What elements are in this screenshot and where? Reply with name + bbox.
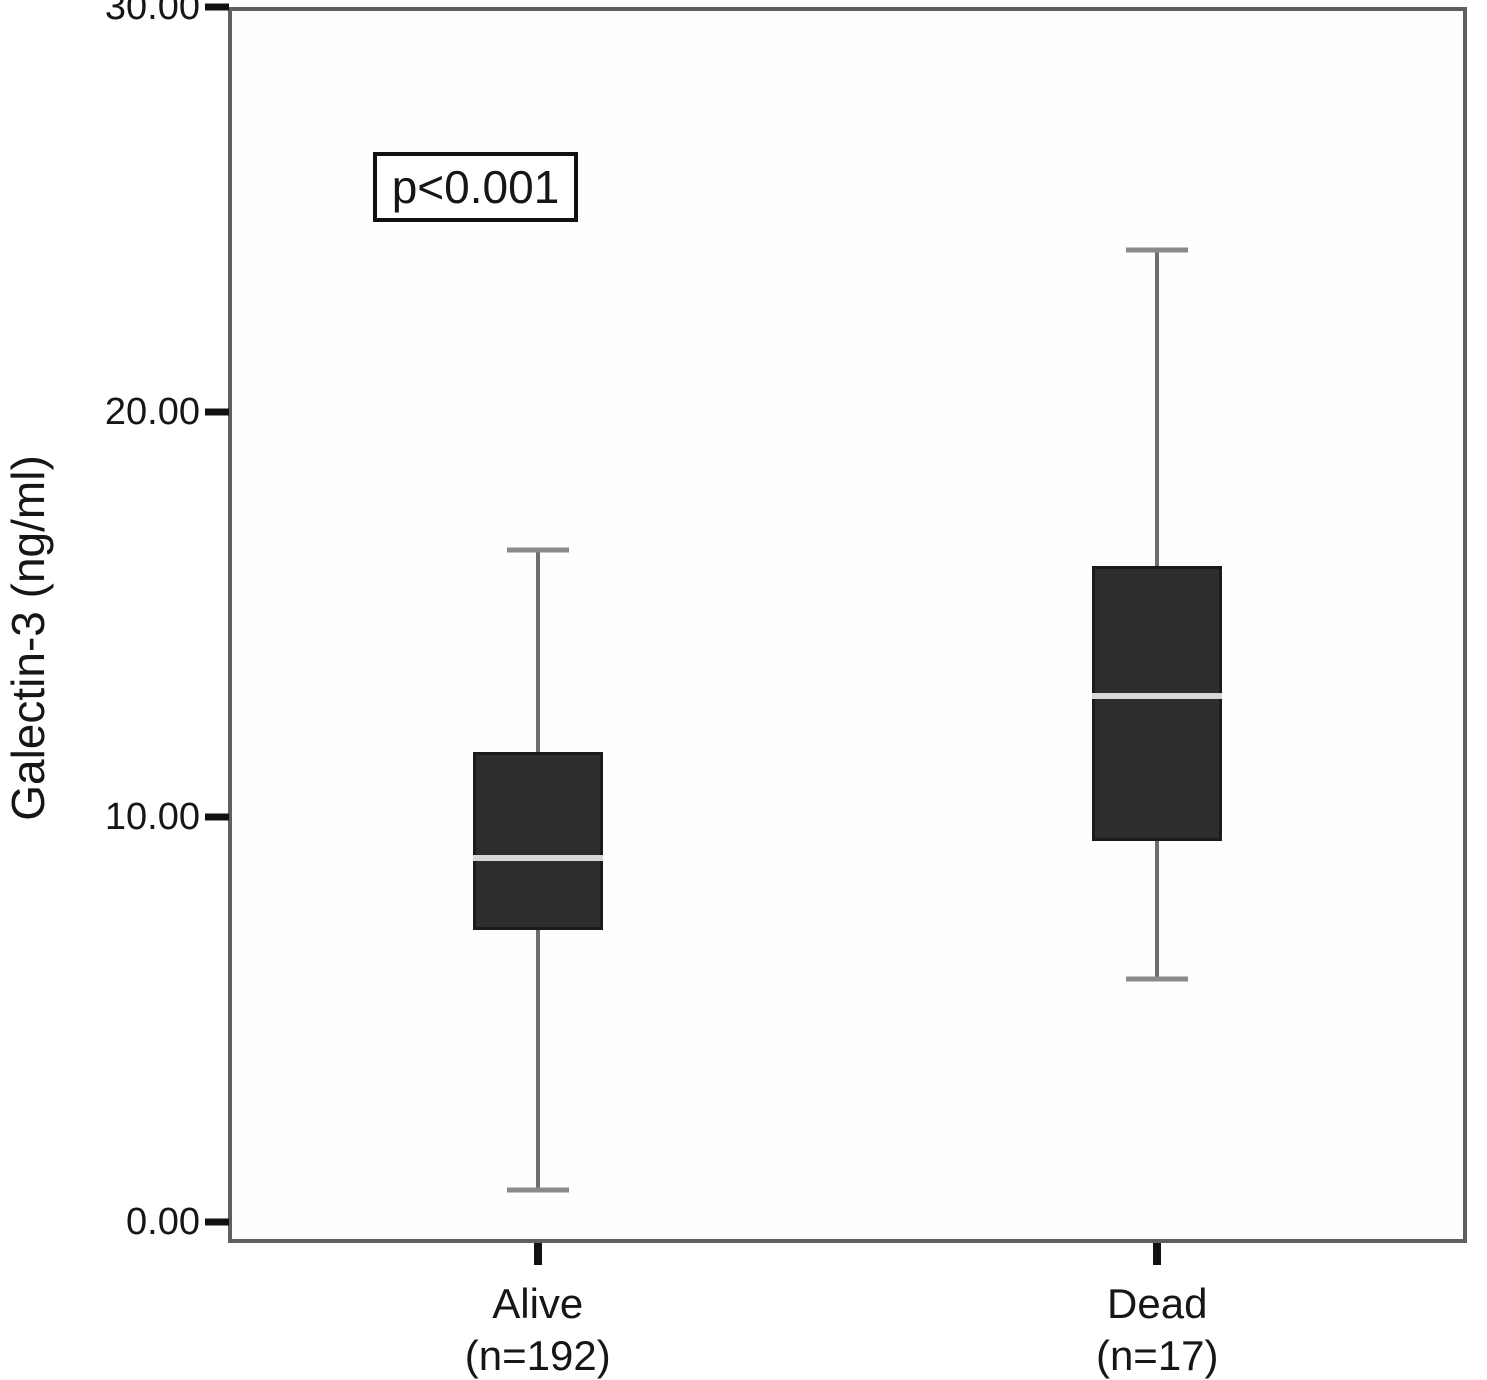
- category-count: (n=192): [464, 1332, 611, 1379]
- y-axis-tick-mark: [205, 813, 229, 821]
- lower-whisker-cap: [506, 1187, 569, 1193]
- y-axis-tick-label: 0.00: [126, 1201, 200, 1243]
- iqr-box-alive: [472, 752, 603, 931]
- y-axis-tick-mark: [205, 408, 229, 416]
- lower-whisker-cap: [1126, 976, 1189, 982]
- p-value-annotation-box: p<0.001: [373, 152, 578, 222]
- p-value-label: p<0.001: [391, 161, 560, 213]
- category-count: (n=17): [1095, 1332, 1219, 1379]
- y-axis-tick-mark: [205, 1218, 229, 1226]
- y-axis-tick-mark: [205, 3, 229, 11]
- x-axis-tick-mark: [1153, 1243, 1162, 1265]
- upper-whisker-cap: [1126, 247, 1189, 253]
- median-line-dead: [1092, 692, 1223, 699]
- y-axis-tick-label: 10.00: [104, 796, 200, 838]
- category-label-dead: Dead (n=17): [977, 1278, 1337, 1380]
- median-line-alive: [472, 854, 603, 861]
- category-name: Alive: [492, 1280, 584, 1327]
- upper-whisker-cap: [506, 547, 569, 553]
- y-axis-tick-label: 20.00: [104, 391, 200, 433]
- x-axis-tick-mark: [533, 1243, 542, 1265]
- y-axis-title: Galectin-3 (ng/ml): [2, 455, 54, 821]
- upper-whisker-stem: [1155, 250, 1160, 566]
- category-label-alive: Alive (n=192): [358, 1278, 718, 1380]
- lower-whisker-stem: [535, 930, 540, 1190]
- lower-whisker-stem: [1155, 841, 1160, 979]
- upper-whisker-stem: [535, 549, 540, 753]
- category-name: Dead: [1107, 1280, 1208, 1327]
- iqr-box-dead: [1092, 565, 1223, 842]
- y-axis-tick-label: 30.00: [104, 0, 200, 28]
